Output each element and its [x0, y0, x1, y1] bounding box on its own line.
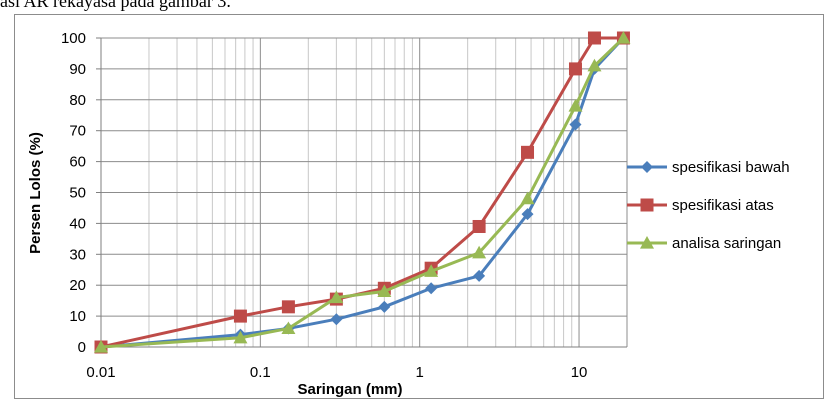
data-point	[281, 300, 295, 314]
y-tick-label: 30	[69, 246, 86, 263]
legend-item: spesifikasi atas	[627, 197, 774, 214]
y-tick-label: 70	[69, 123, 86, 140]
series-group	[94, 31, 631, 354]
data-point	[472, 245, 487, 259]
data-point	[233, 309, 247, 323]
legend-marker	[641, 161, 653, 173]
caption-text: asi AR rekayasa pada gambar 3.	[0, 0, 231, 11]
series-3	[94, 31, 631, 353]
legend: spesifikasi bawah spesifikasi atas analisa…	[627, 159, 790, 252]
data-point	[425, 282, 438, 295]
y-tick-label: 40	[69, 215, 86, 232]
data-point	[569, 118, 582, 131]
data-point	[378, 300, 391, 313]
data-point	[94, 340, 108, 353]
data-point	[281, 321, 296, 335]
data-point	[233, 330, 248, 344]
data-point	[568, 62, 582, 76]
data-point	[587, 58, 602, 72]
legend-label: spesifikasi atas	[672, 197, 774, 214]
legend-marker	[640, 236, 654, 249]
data-point	[521, 145, 535, 159]
y-tick-labels: 0 10 20 30 40 50 60 70 80 90 100	[61, 30, 86, 356]
y-tick-label: 50	[69, 185, 86, 202]
data-point	[473, 269, 486, 282]
legend-label: spesifikasi bawah	[672, 159, 790, 176]
data-point	[377, 284, 392, 297]
y-tick-label: 80	[69, 92, 86, 109]
x-tick-labels: 0.01 0.1 1 10	[86, 364, 587, 381]
y-tick-label: 20	[69, 277, 86, 294]
data-point	[520, 191, 535, 205]
y-tick-label: 10	[69, 308, 86, 325]
y-tick-label: 100	[61, 30, 86, 47]
data-point	[424, 264, 439, 277]
data-point	[521, 208, 534, 221]
legend-item: spesifikasi bawah	[627, 159, 790, 176]
y-tick-label: 90	[69, 61, 86, 78]
data-point	[568, 98, 583, 112]
legend-marker	[640, 198, 654, 212]
legend-item: analisa saringan	[627, 235, 781, 252]
major-gridlines	[100, 37, 628, 348]
data-point	[329, 290, 344, 304]
chart-frame	[14, 14, 824, 399]
data-point	[330, 313, 343, 326]
data-point	[472, 219, 486, 233]
data-point	[587, 31, 601, 45]
x-tick-label: 0.01	[86, 364, 115, 381]
legend-label: analisa saringan	[672, 235, 781, 252]
x-tick-label: 1	[416, 364, 424, 381]
y-tick-label: 0	[78, 339, 86, 356]
x-tick-label: 0.1	[250, 364, 271, 381]
x-axis-title: Saringan (mm)	[297, 381, 402, 398]
x-tick-label: 10	[571, 364, 588, 381]
y-axis-title: Persen Lolos (%)	[27, 132, 44, 254]
data-point	[616, 31, 631, 44]
y-tick-label: 60	[69, 154, 86, 171]
